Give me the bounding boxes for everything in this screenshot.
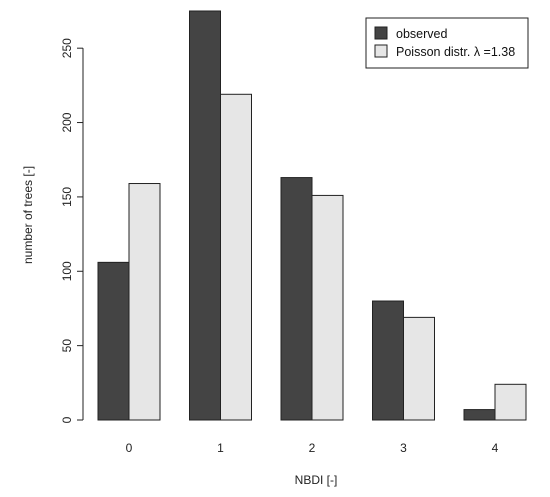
- bars-group: [97, 10, 527, 421]
- bar-observed-1: [189, 10, 221, 421]
- x-tick-label: 1: [217, 441, 224, 455]
- bar-poisson-4: [494, 383, 527, 421]
- legend-box: [365, 17, 529, 69]
- y-tick-label: 150: [60, 187, 74, 207]
- y-tick-label: 200: [60, 112, 74, 132]
- x-axis-labels: 0 1 2 3 4: [126, 441, 499, 455]
- bar-poisson-3: [403, 316, 435, 421]
- y-tick-label: 100: [60, 261, 74, 281]
- y-axis: 0 50 100 150 200 250: [60, 38, 84, 423]
- legend-swatch-observed: [374, 26, 388, 40]
- y-axis-title: number of trees [-]: [21, 166, 35, 264]
- bar-observed-0: [97, 261, 130, 421]
- legend-swatch-poisson: [374, 44, 388, 58]
- bar-poisson-2: [311, 194, 344, 421]
- x-tick-label: 0: [126, 441, 133, 455]
- bar-poisson-1: [220, 93, 252, 421]
- legend-label-observed: observed: [396, 27, 447, 41]
- y-tick-label: 50: [60, 339, 74, 353]
- x-tick-label: 2: [309, 441, 316, 455]
- bar-observed-3: [372, 300, 404, 421]
- legend: observed Poisson distr. λ =1.38: [365, 17, 529, 69]
- legend-label-poisson: Poisson distr. λ =1.38: [396, 45, 515, 59]
- x-axis-title: NBDI [-]: [295, 473, 338, 487]
- y-tick-label: 0: [60, 416, 74, 423]
- x-tick-label: 4: [492, 441, 499, 455]
- bar-observed-4: [463, 409, 496, 421]
- bar-poisson-0: [128, 183, 161, 421]
- y-tick-label: 250: [60, 38, 74, 58]
- x-tick-label: 3: [400, 441, 407, 455]
- bar-observed-2: [280, 177, 313, 421]
